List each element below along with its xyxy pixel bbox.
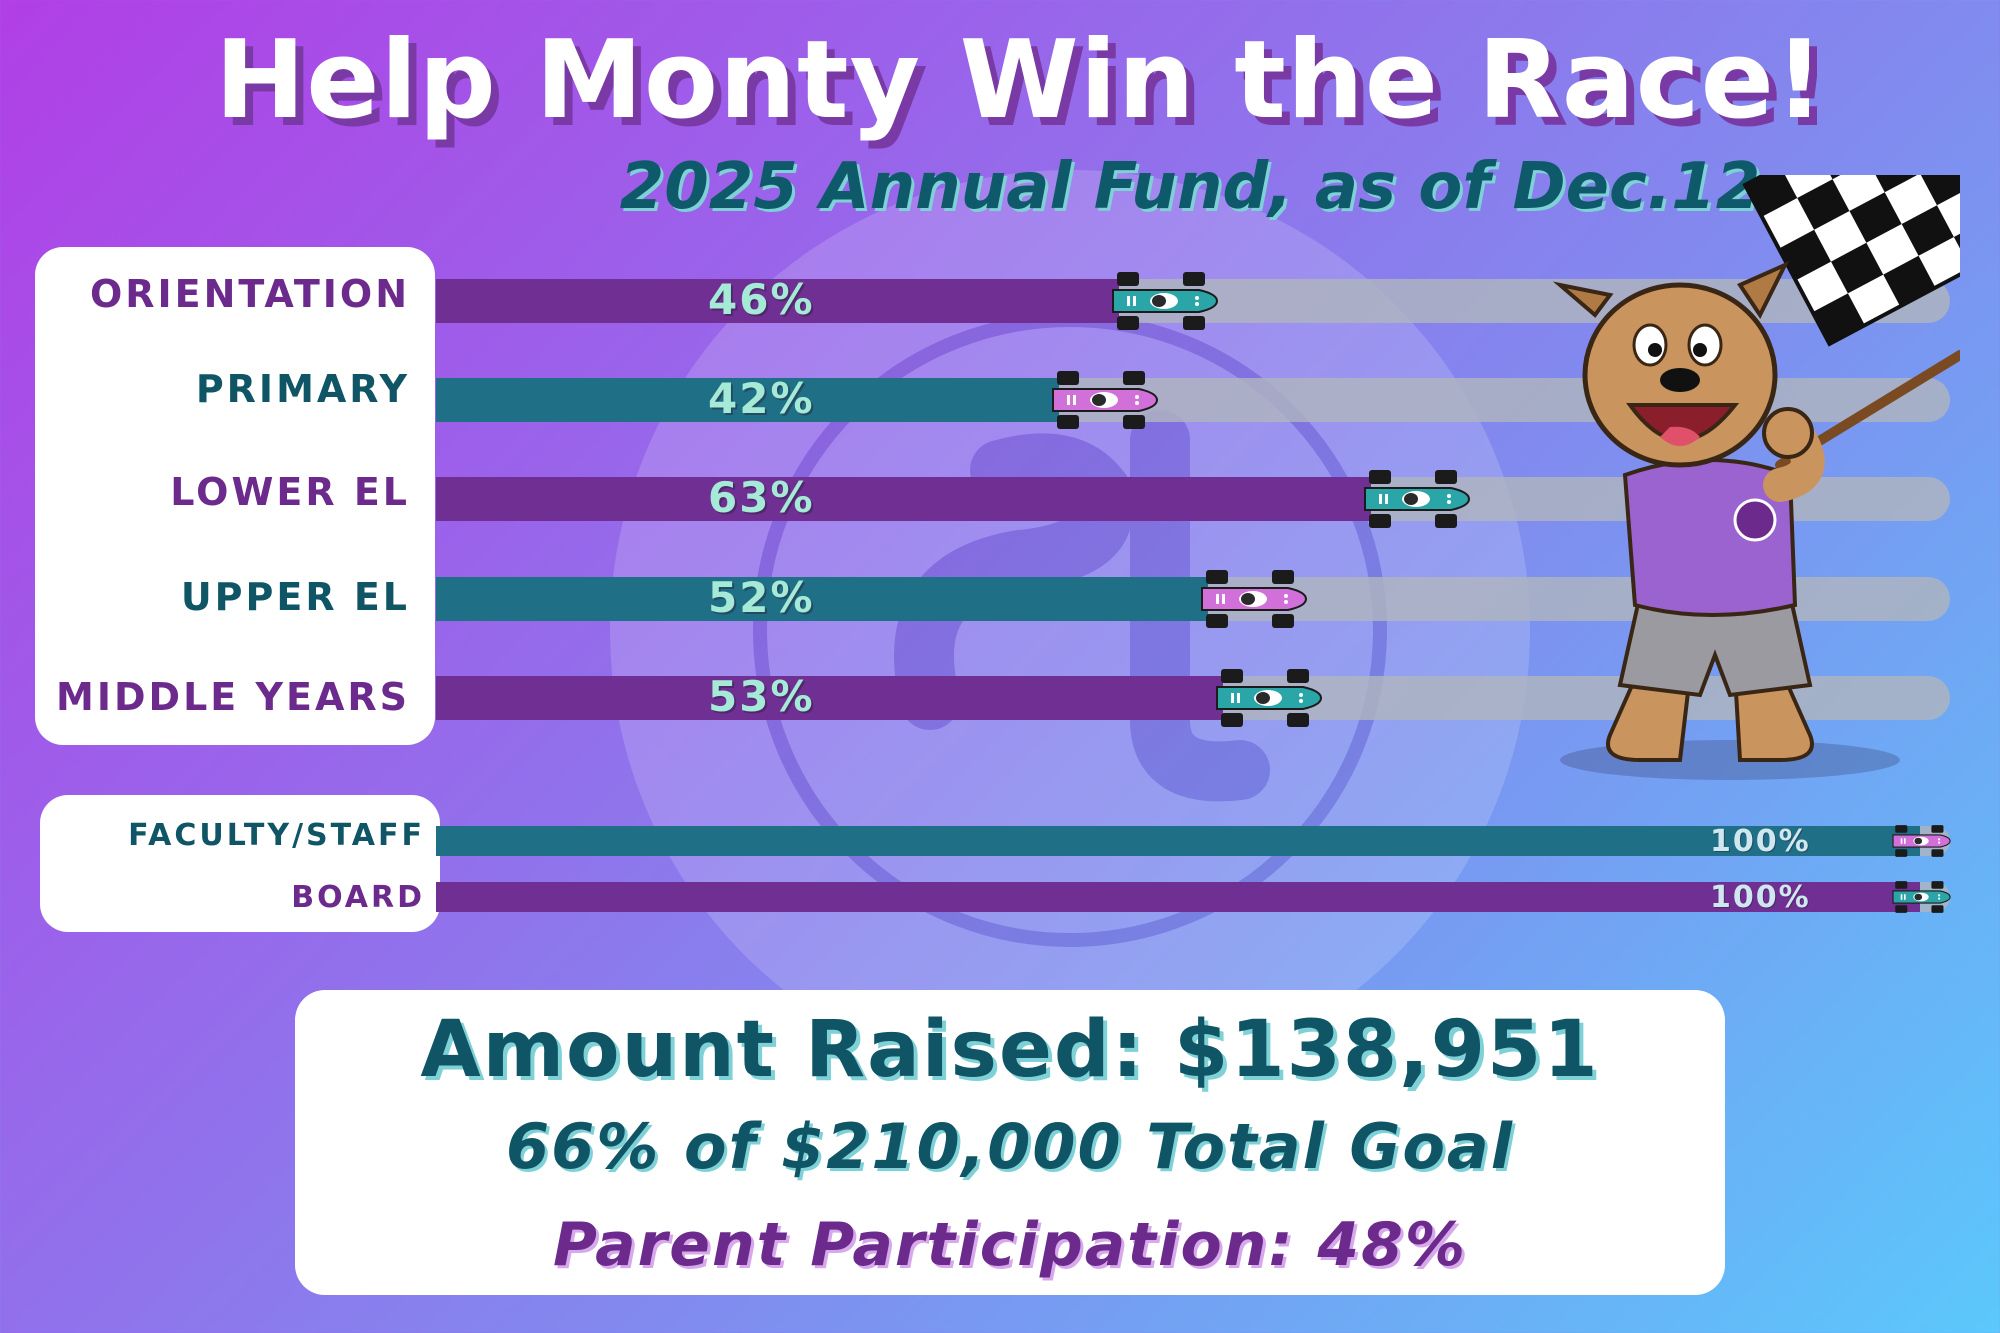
division-label-panel <box>35 247 435 745</box>
race-car-icon <box>1890 824 1952 862</box>
bar-middle-years <box>436 676 1223 720</box>
bar-primary <box>436 378 1060 422</box>
parent-participation: Parent Participation: 48% <box>553 1210 1467 1280</box>
value-label-middle-years: 53% <box>708 672 815 721</box>
bar-upper-el <box>436 577 1208 621</box>
page-subtitle: 2025 Annual Fund, as of Dec.12 <box>619 150 1761 224</box>
bar-orientation <box>436 279 1119 323</box>
page-title: Help Monty Win the Race! <box>214 18 1826 143</box>
bar-faculty-staff <box>436 826 1920 856</box>
category-label-middle-years: MIDDLE YEARS <box>56 675 410 719</box>
value-label-primary: 42% <box>708 374 815 423</box>
race-car-icon <box>1890 880 1952 918</box>
race-car-icon <box>1109 270 1219 336</box>
value-label-upper-el: 52% <box>708 573 815 622</box>
bar-lower-el <box>436 477 1371 521</box>
bar-board <box>436 882 1920 912</box>
staff-label-panel <box>40 795 440 932</box>
race-car-icon <box>1213 667 1323 733</box>
category-label-upper-el: UPPER EL <box>180 575 410 619</box>
value-label-faculty-staff: 100% <box>1710 824 1811 859</box>
goal-progress: 66% of $210,000 Total Goal <box>505 1110 1515 1183</box>
summary-panel <box>295 990 1725 1295</box>
amount-raised: Amount Raised: $138,951 <box>420 1005 1600 1095</box>
checkered-flag-icon <box>1742 175 1960 347</box>
value-label-board: 100% <box>1710 880 1811 915</box>
race-car-icon <box>1049 369 1159 435</box>
value-label-orientation: 46% <box>708 275 815 324</box>
category-label-primary: PRIMARY <box>195 367 410 411</box>
category-label-lower-el: LOWER EL <box>170 470 410 514</box>
value-label-lower-el: 63% <box>708 473 815 522</box>
category-label-orientation: ORIENTATION <box>89 272 410 316</box>
bulldog-mascot <box>1552 175 1960 780</box>
category-label-faculty-staff: FACULTY/STAFF <box>128 818 425 853</box>
category-label-board: BOARD <box>291 880 425 915</box>
race-car-icon <box>1361 468 1471 534</box>
race-car-icon <box>1198 568 1308 634</box>
